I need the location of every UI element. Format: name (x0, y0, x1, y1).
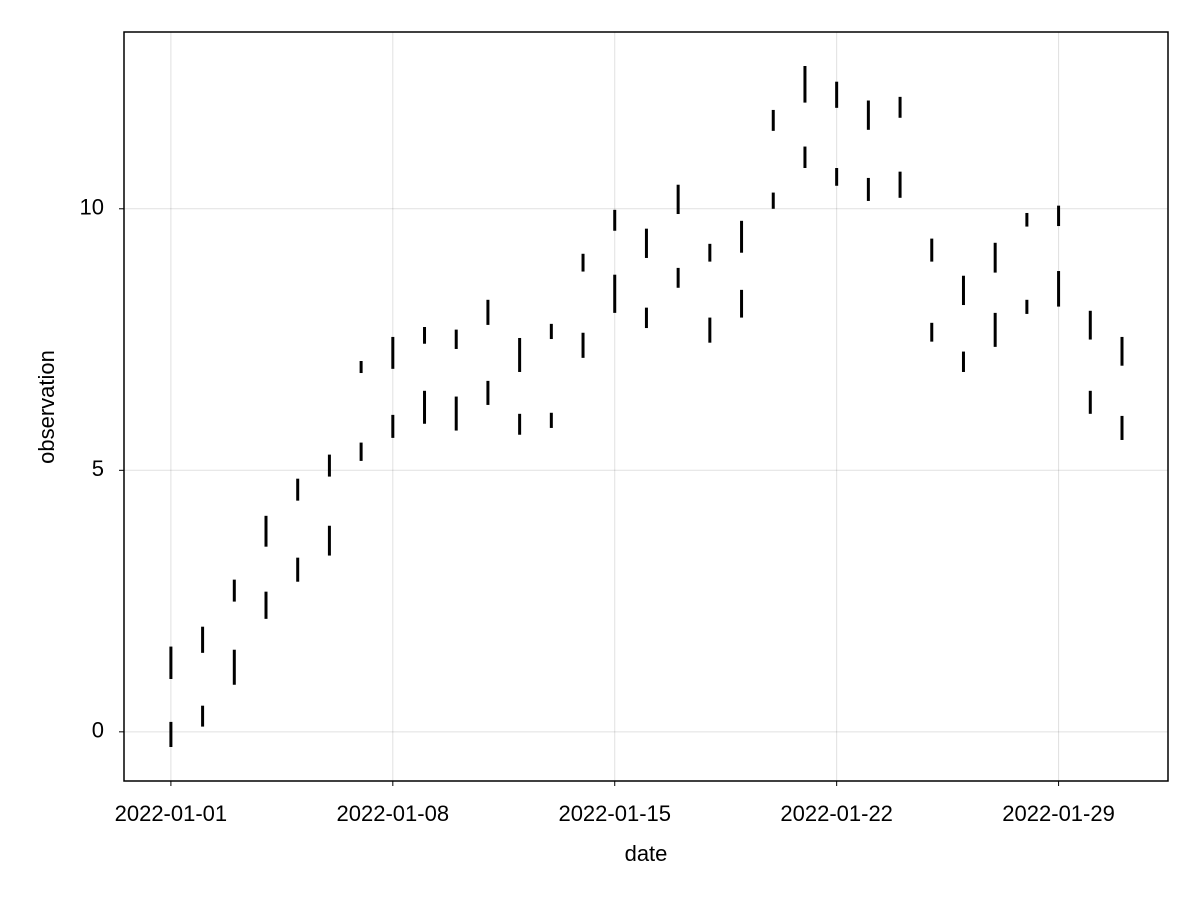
x-tick-label: 2022-01-01 (115, 801, 228, 826)
x-tick-label: 2022-01-29 (1002, 801, 1115, 826)
y-axis-label: observation (34, 350, 59, 464)
x-tick-label: 2022-01-15 (558, 801, 671, 826)
x-tick-label: 2022-01-08 (337, 801, 450, 826)
y-tick-label: 5 (92, 456, 104, 481)
y-tick-label: 10 (80, 195, 104, 220)
y-tick-label: 0 (92, 718, 104, 743)
x-tick-label: 2022-01-22 (780, 801, 893, 826)
x-axis-label: date (625, 841, 668, 866)
plot-frame (123, 31, 1169, 782)
